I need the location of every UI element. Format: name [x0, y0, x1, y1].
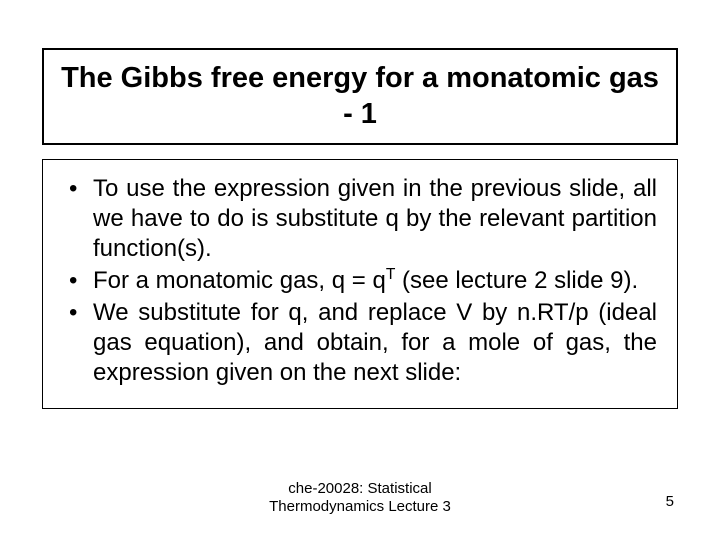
- title-box: The Gibbs free energy for a monatomic ga…: [42, 48, 678, 145]
- bullet-text-prefix: For a monatomic gas, q = q: [93, 267, 386, 294]
- bullet-item: To use the expression given in the previ…: [63, 174, 657, 264]
- footer: che-20028: Statistical Thermodynamics Le…: [0, 480, 720, 516]
- footer-line-2: Thermodynamics Lecture 3: [0, 498, 720, 516]
- bullet-text-suffix: (see lecture 2 slide 9).: [395, 267, 638, 294]
- bullet-item: For a monatomic gas, q = qT (see lecture…: [63, 266, 657, 296]
- footer-line-1: che-20028: Statistical: [0, 480, 720, 498]
- bullet-text: We substitute for q, and replace V by n.…: [93, 299, 657, 386]
- bullet-list: To use the expression given in the previ…: [63, 174, 657, 388]
- body-box: To use the expression given in the previ…: [42, 159, 678, 409]
- bullet-item: We substitute for q, and replace V by n.…: [63, 298, 657, 388]
- superscript: T: [386, 266, 396, 283]
- slide-container: The Gibbs free energy for a monatomic ga…: [0, 0, 720, 540]
- bullet-text: To use the expression given in the previ…: [93, 175, 657, 262]
- slide-title: The Gibbs free energy for a monatomic ga…: [58, 60, 662, 133]
- page-number: 5: [666, 493, 674, 510]
